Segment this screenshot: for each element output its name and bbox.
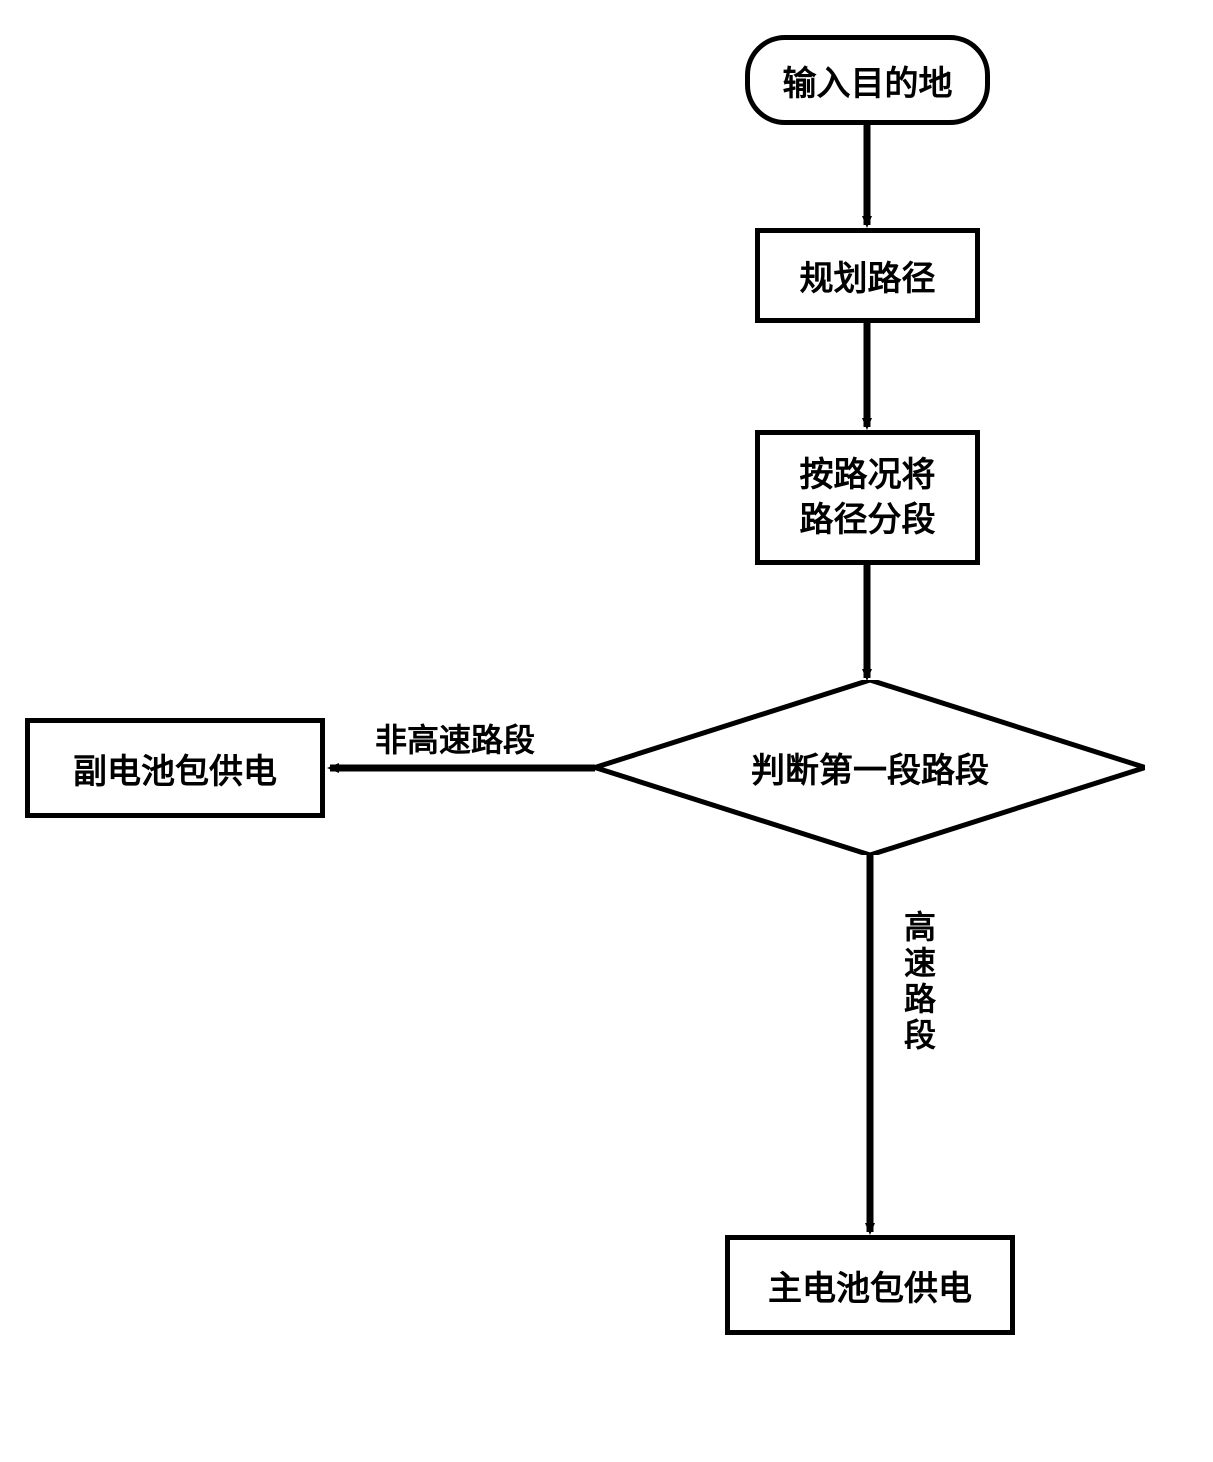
edge-decide-primary: [0, 0, 1213, 1462]
edge-highway-label: 高速路段: [895, 910, 941, 1054]
